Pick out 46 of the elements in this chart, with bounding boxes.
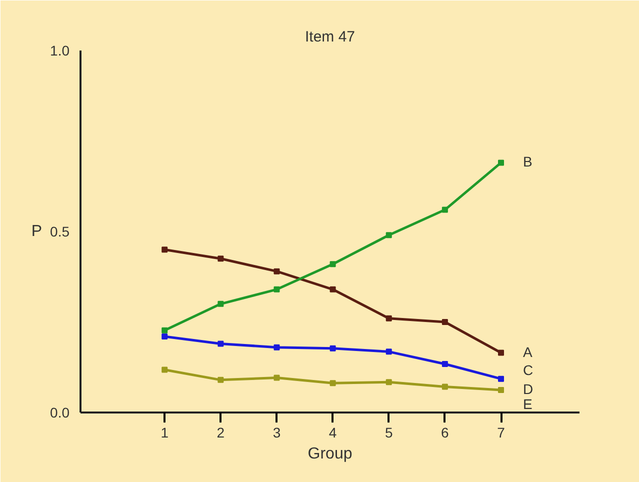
series-label: D [523,381,534,398]
point [498,160,504,166]
point [330,380,336,386]
x-tick-label: 6 [441,424,450,440]
point [498,387,504,394]
x-tick-label: 2 [216,424,225,440]
point [330,286,336,292]
point [218,300,224,307]
point [442,384,448,390]
point [218,256,224,262]
y-tick-label: 1.0 [50,42,70,58]
x-axis-title: Group [308,446,352,462]
x-tick-label: 5 [384,424,393,440]
point [274,344,280,350]
point [274,374,280,381]
series-label: B [523,154,532,170]
point [498,376,504,382]
point [218,376,224,383]
point [162,333,168,340]
series-label: A [523,344,534,360]
point [274,286,280,292]
point [330,261,336,268]
point [162,327,168,334]
point [386,315,392,322]
series-label: C [523,362,534,378]
point [442,206,448,213]
point [442,360,448,367]
y-axis-title: P [31,223,42,240]
x-tick-label: 7 [497,424,506,440]
point [386,348,392,355]
point [162,366,168,373]
point [218,340,224,347]
y-tick-label: 0.5 [50,224,70,240]
annotation: E [523,396,532,412]
x-tick-label: 1 [160,424,169,440]
x-tick-label: 4 [328,424,337,440]
point [162,246,168,253]
x-tick-label: 3 [272,424,281,440]
point [442,319,448,325]
point [330,345,336,352]
point [274,268,280,274]
point [386,232,392,238]
chart-title: Item 47 [304,28,356,46]
y-tick-label: 0.0 [50,404,70,420]
point [498,350,504,356]
point [386,379,392,386]
